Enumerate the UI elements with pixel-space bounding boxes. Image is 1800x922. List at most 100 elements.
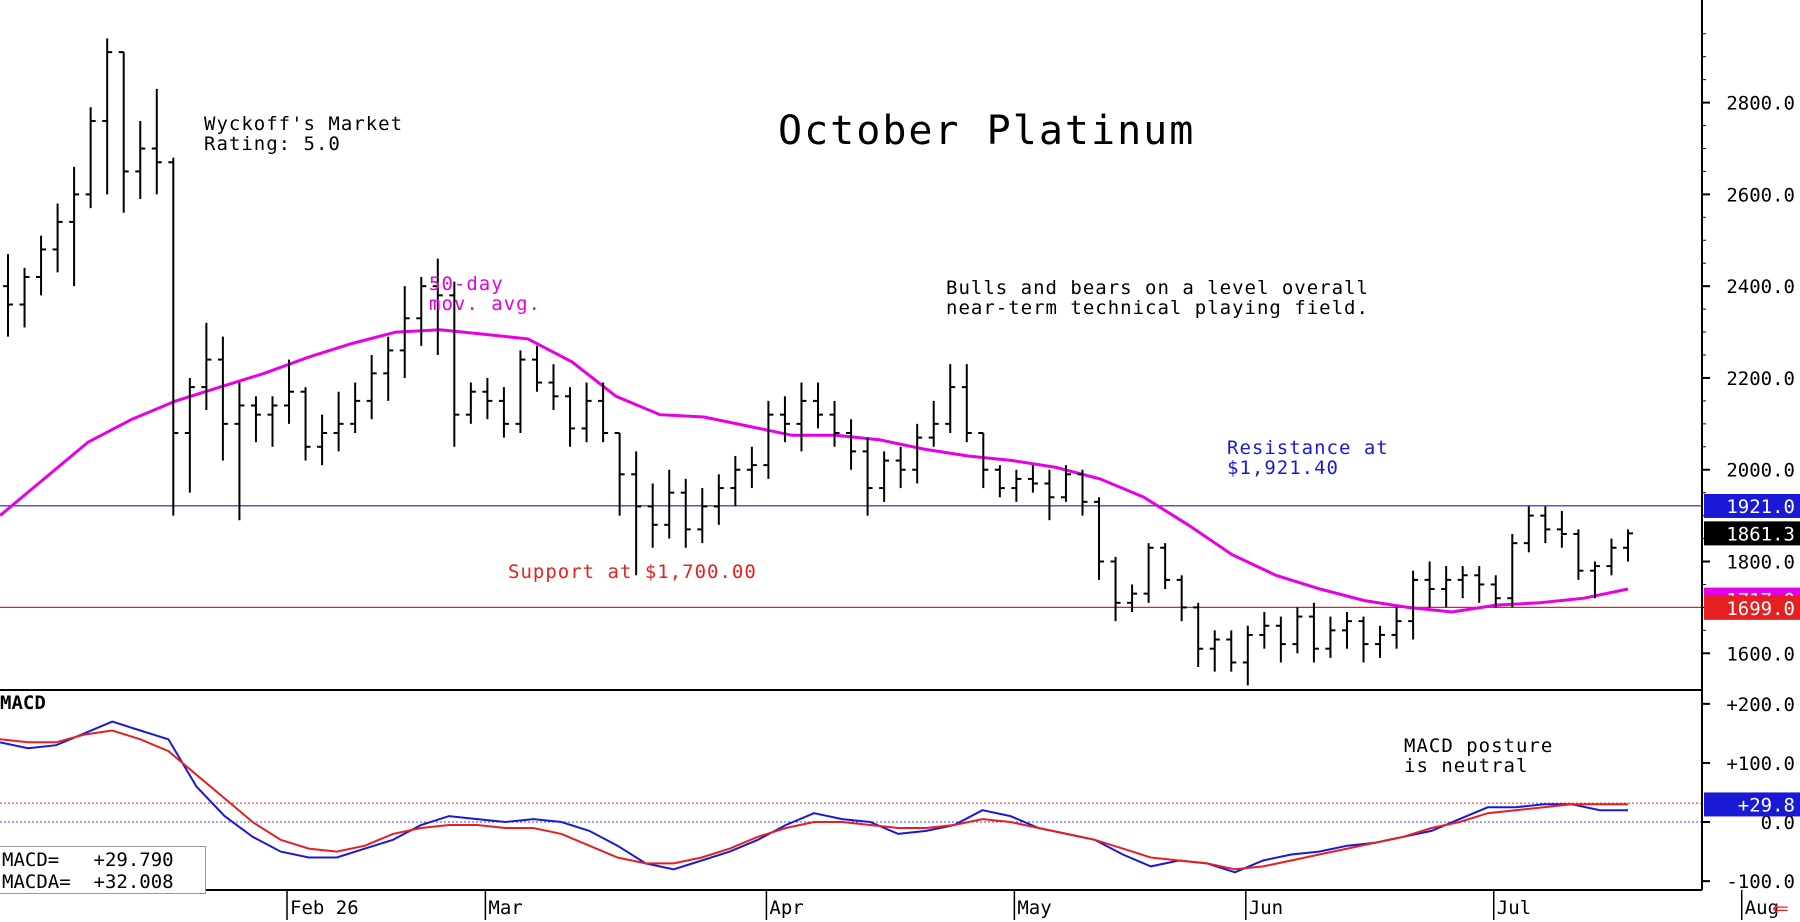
ohlc-bar (366, 355, 377, 420)
market-rating-note: Wyckoff's Market Rating: 5.0 (204, 113, 404, 155)
commentary-note: Bulls and bears on a level overall near-… (946, 277, 1369, 319)
resistance-label: Resistance at $1,921.40 (1227, 437, 1389, 479)
ohlc-bar (482, 377, 493, 420)
ohlc-bar (862, 437, 873, 516)
ohlc-bar (680, 478, 691, 548)
y-tick-label: 2000.0 (1726, 460, 1795, 482)
ohlc-bar (548, 364, 559, 411)
price-tag-bg (1704, 595, 1800, 620)
ohlc-bar (763, 400, 774, 479)
y-tick-label: 1600.0 (1726, 643, 1795, 665)
macd-tag-bg (1704, 792, 1800, 817)
back-arrow-icon[interactable]: ⇐ (1772, 896, 1789, 920)
macd-y-tick-label: +200.0 (1726, 694, 1795, 716)
moving-average-line (0, 328, 1629, 614)
ohlc-bar (1589, 561, 1600, 599)
ohlc-bar (1259, 611, 1270, 649)
ohlc-bar (184, 377, 195, 493)
ohlc-bar (846, 419, 857, 470)
ohlc-bar (581, 382, 592, 443)
ohlc-bar (978, 432, 989, 489)
ohlc-bar (1160, 543, 1171, 590)
macd-tag: +29.8 (1738, 794, 1795, 816)
ohlc-bar (1441, 566, 1452, 608)
ohlc-bar (895, 446, 906, 489)
price-tag-0: 1921.0 (1726, 496, 1795, 518)
support-label: Support at $1,700.00 (508, 561, 757, 583)
ohlc-bar (300, 387, 311, 461)
ohlc-bar (1193, 602, 1204, 668)
ohlc-bar (1226, 630, 1237, 672)
ohlc-bar (201, 322, 212, 411)
ohlc-bar (1424, 561, 1435, 608)
ohlc-bar (779, 396, 790, 443)
ohlc-bar (234, 382, 245, 521)
chart-title: October Platinum (778, 108, 1196, 154)
x-tick-label: Jul (1497, 897, 1531, 919)
ohlc-bar (994, 465, 1005, 498)
x-tick-label: May (1017, 897, 1051, 919)
price-panel (0, 38, 1702, 686)
moving-average-label: 50-day mov. avg. (429, 273, 541, 315)
ohlc-bar (36, 235, 47, 296)
ohlc-bar (267, 396, 278, 447)
ohlc-bar (1275, 616, 1286, 663)
ohlc-bar (19, 267, 30, 328)
ohlc-bar (813, 382, 823, 429)
ohlc-bar (350, 382, 361, 434)
ohlc-bar (465, 382, 476, 424)
ohlc-bar (1127, 584, 1138, 612)
ohlc-bar (399, 286, 410, 378)
x-tick-label: Feb 26 (290, 897, 359, 919)
ohlc-bar (1094, 497, 1105, 580)
macd-posture-note: MACD posture is neutral (1404, 735, 1554, 777)
macd-panel (0, 720, 1702, 874)
price-tag-3: 1699.0 (1726, 598, 1795, 620)
ohlc-bar (52, 203, 63, 273)
x-tick-label: Mar (488, 897, 522, 919)
ohlc-bar (1209, 630, 1220, 672)
ohlc-bar (1573, 529, 1584, 580)
ohlc-bar (1341, 611, 1352, 649)
ohlc-bar (1457, 566, 1468, 599)
ohlc-bar (3, 254, 13, 337)
ohlc-bar (135, 120, 146, 199)
ohlc-bar (647, 483, 658, 548)
ohlc-bar (1523, 506, 1534, 553)
ohlc-bar (151, 88, 162, 195)
ohlc-bar (796, 382, 807, 452)
y-tick-label: 2400.0 (1726, 276, 1795, 298)
ohlc-bar (531, 345, 542, 392)
ohlc-bar (168, 157, 179, 516)
ohlc-bar (928, 400, 939, 447)
ohlc-bar (961, 364, 972, 443)
ohlc-bar (1176, 575, 1187, 622)
ohlc-bar (102, 38, 113, 195)
y-tick-label: 2600.0 (1726, 184, 1795, 206)
ohlc-bar (1242, 625, 1253, 686)
x-tick-label: Apr (769, 897, 803, 919)
ohlc-bar (1375, 625, 1386, 658)
macd-y-tick-label: +100.0 (1726, 753, 1795, 775)
ohlc-bar (1110, 556, 1121, 622)
ohlc-bar (449, 281, 460, 447)
ohlc-bar (1060, 465, 1071, 502)
ohlc-bar (912, 423, 923, 484)
ohlc-bar (515, 350, 526, 434)
y-tick-label: 2200.0 (1726, 368, 1795, 390)
ohlc-bar (333, 391, 344, 452)
ohlc-bar (1623, 529, 1633, 562)
ohlc-bar (1606, 538, 1617, 576)
macd-readout-line2: MACDA= +32.008 (2, 871, 174, 893)
ohlc-bar (879, 451, 890, 502)
ohlc-bar (85, 107, 96, 209)
ohlc-bar (118, 51, 129, 213)
ohlc-bar (250, 396, 261, 443)
macd-series-macda (0, 729, 1628, 871)
ohlc-bar (1308, 602, 1319, 663)
ohlc-bar (1143, 543, 1154, 603)
x-tick-label: Aug (1745, 897, 1779, 919)
ohlc-bar (317, 414, 328, 466)
